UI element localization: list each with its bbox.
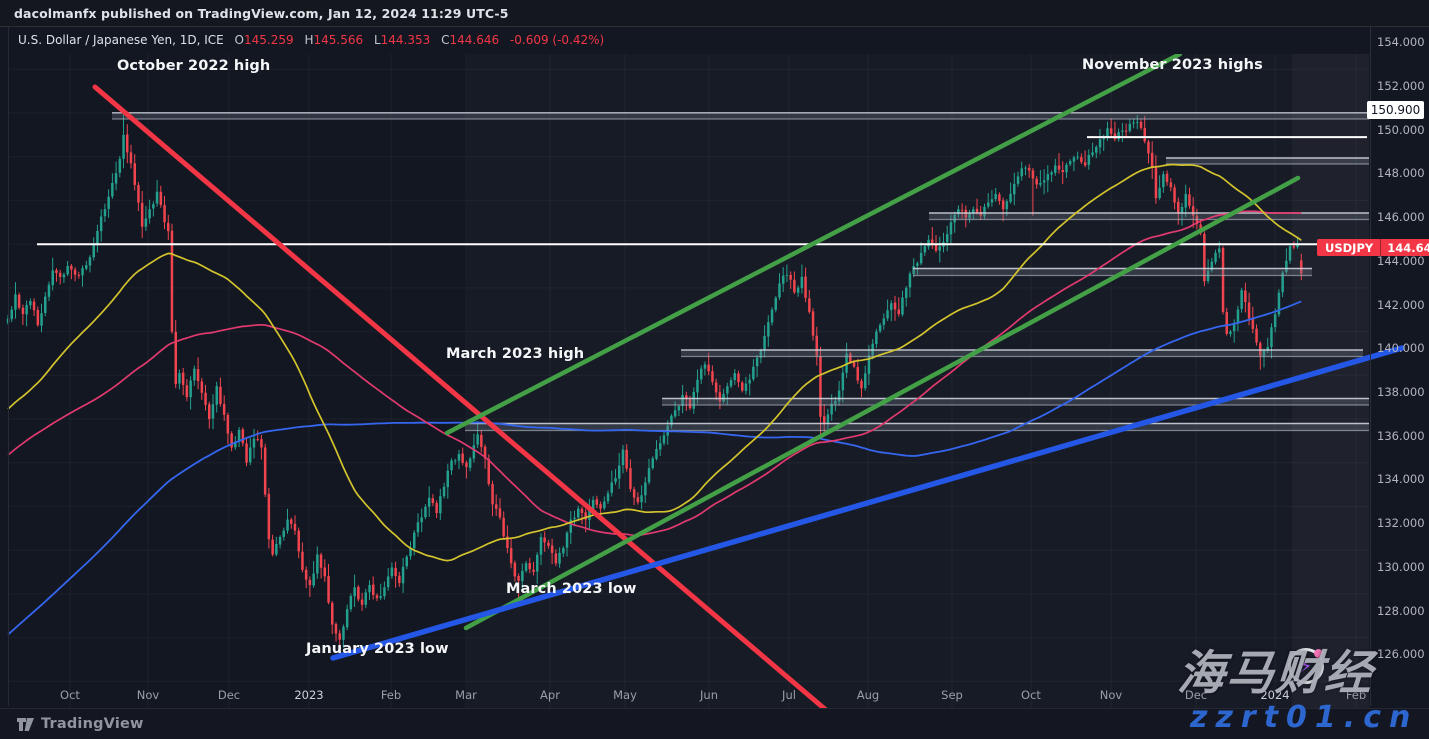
low-label: L (373, 33, 381, 47)
price-tick-label: 126.000 (1377, 647, 1425, 662)
annotation-label: March 2023 low (506, 581, 637, 597)
symbol-legend[interactable]: U.S. Dollar / Japanese Yen, 1D, ICE O145… (18, 33, 604, 47)
time-tick-label: Aug (856, 688, 880, 702)
time-tick-label: Dec (1184, 688, 1208, 702)
high-value: 145.566 (313, 33, 364, 47)
price-tick-label: 128.000 (1377, 603, 1425, 618)
price-tick-label: 138.000 (1377, 385, 1425, 399)
time-tick-label: May (613, 688, 637, 702)
price-tick-label: 132.000 (1377, 516, 1425, 531)
time-tick-label: Feb (380, 688, 402, 702)
time-tick-label: Mar (455, 688, 477, 702)
time-tick-label: Oct (60, 688, 80, 702)
change-value: -0.609 (-0.42%) (509, 33, 605, 47)
watermark-logo-dot (1314, 649, 1323, 658)
high-label: H (304, 33, 314, 47)
symbol-title: U.S. Dollar / Japanese Yen, 1D, ICE (18, 33, 224, 47)
close-value: 144.646 (449, 33, 500, 47)
price-tick-label: 130.000 (1377, 559, 1425, 574)
annotation-label: October 2022 high (117, 58, 271, 74)
publish-bar: dacolmanfx published on TradingView.com,… (0, 0, 1429, 27)
price-tick-label: 152.000 (1377, 79, 1425, 93)
price-tick-label: 154.000 (1377, 35, 1425, 50)
tradingview-logo-icon (17, 717, 34, 731)
price-chart-canvas[interactable] (0, 54, 1429, 739)
time-tick-label: Nov (136, 688, 160, 702)
time-tick-label: 2023 (294, 688, 324, 702)
time-tick-label: Dec (217, 688, 241, 702)
footer-bar: TradingView (0, 708, 1429, 739)
chart-pane[interactable] (0, 27, 1429, 733)
price-axis[interactable]: 154.000 152.000 150.000 148.000 146.000 144.0… (1371, 27, 1429, 706)
publisher-text: dacolmanfx published on TradingView.com,… (14, 6, 509, 21)
time-tick-label: Apr (540, 688, 560, 702)
price-tick-label: 134.000 (1377, 472, 1425, 487)
price-level-label: 150.900 (1367, 101, 1424, 120)
price-tick-label: 136.000 (1377, 428, 1425, 443)
pane-left-border (8, 27, 9, 706)
last-price-label: USDJPY 144.646 (1317, 238, 1429, 256)
price-tick-label: 144.000 (1377, 253, 1425, 268)
low-value: 144.353 (380, 33, 431, 47)
watermark-title: 海马财经 (1175, 646, 1376, 701)
watermark-logo-icon: ⚡ (1288, 648, 1324, 684)
tradingview-brand-text: TradingView (41, 716, 144, 732)
tradingview-brand[interactable]: TradingView (16, 716, 144, 732)
time-tick-label: 2024 (1260, 688, 1290, 702)
time-tick-label: Feb (1345, 688, 1367, 702)
price-tick-label: 142.000 (1377, 297, 1425, 312)
close-label: C (441, 33, 450, 47)
annotation-label: November 2023 highs (1082, 57, 1263, 73)
price-tick-label: 146.000 (1377, 210, 1425, 225)
time-tick-label: Oct (1021, 688, 1041, 702)
price-tick-label: 148.000 (1377, 166, 1425, 181)
price-tick-label: 150.000 (1377, 122, 1425, 137)
price-axis-border[interactable] (1370, 27, 1371, 706)
open-value: 145.259 (244, 33, 294, 47)
price-tick-label: 140.000 (1377, 341, 1425, 356)
time-tick-label: Jun (700, 688, 718, 702)
time-axis[interactable]: Oct Nov Dec 2023 Feb Mar Apr May Jun Jul Aug Sep Oct… (0, 684, 1429, 706)
time-tick-label: Nov (1099, 688, 1123, 702)
time-tick-label: Sep (941, 688, 963, 702)
time-tick-label: Jul (782, 688, 796, 702)
watermark-url: zzrt01.cn (1190, 700, 1419, 735)
last-price-value: 144.646 (1381, 238, 1429, 256)
open-label: O (234, 33, 244, 47)
ticker-symbol: USDJPY (1317, 238, 1382, 256)
annotation-label: January 2023 low (306, 641, 449, 657)
annotation-label: March 2023 high (446, 346, 585, 362)
